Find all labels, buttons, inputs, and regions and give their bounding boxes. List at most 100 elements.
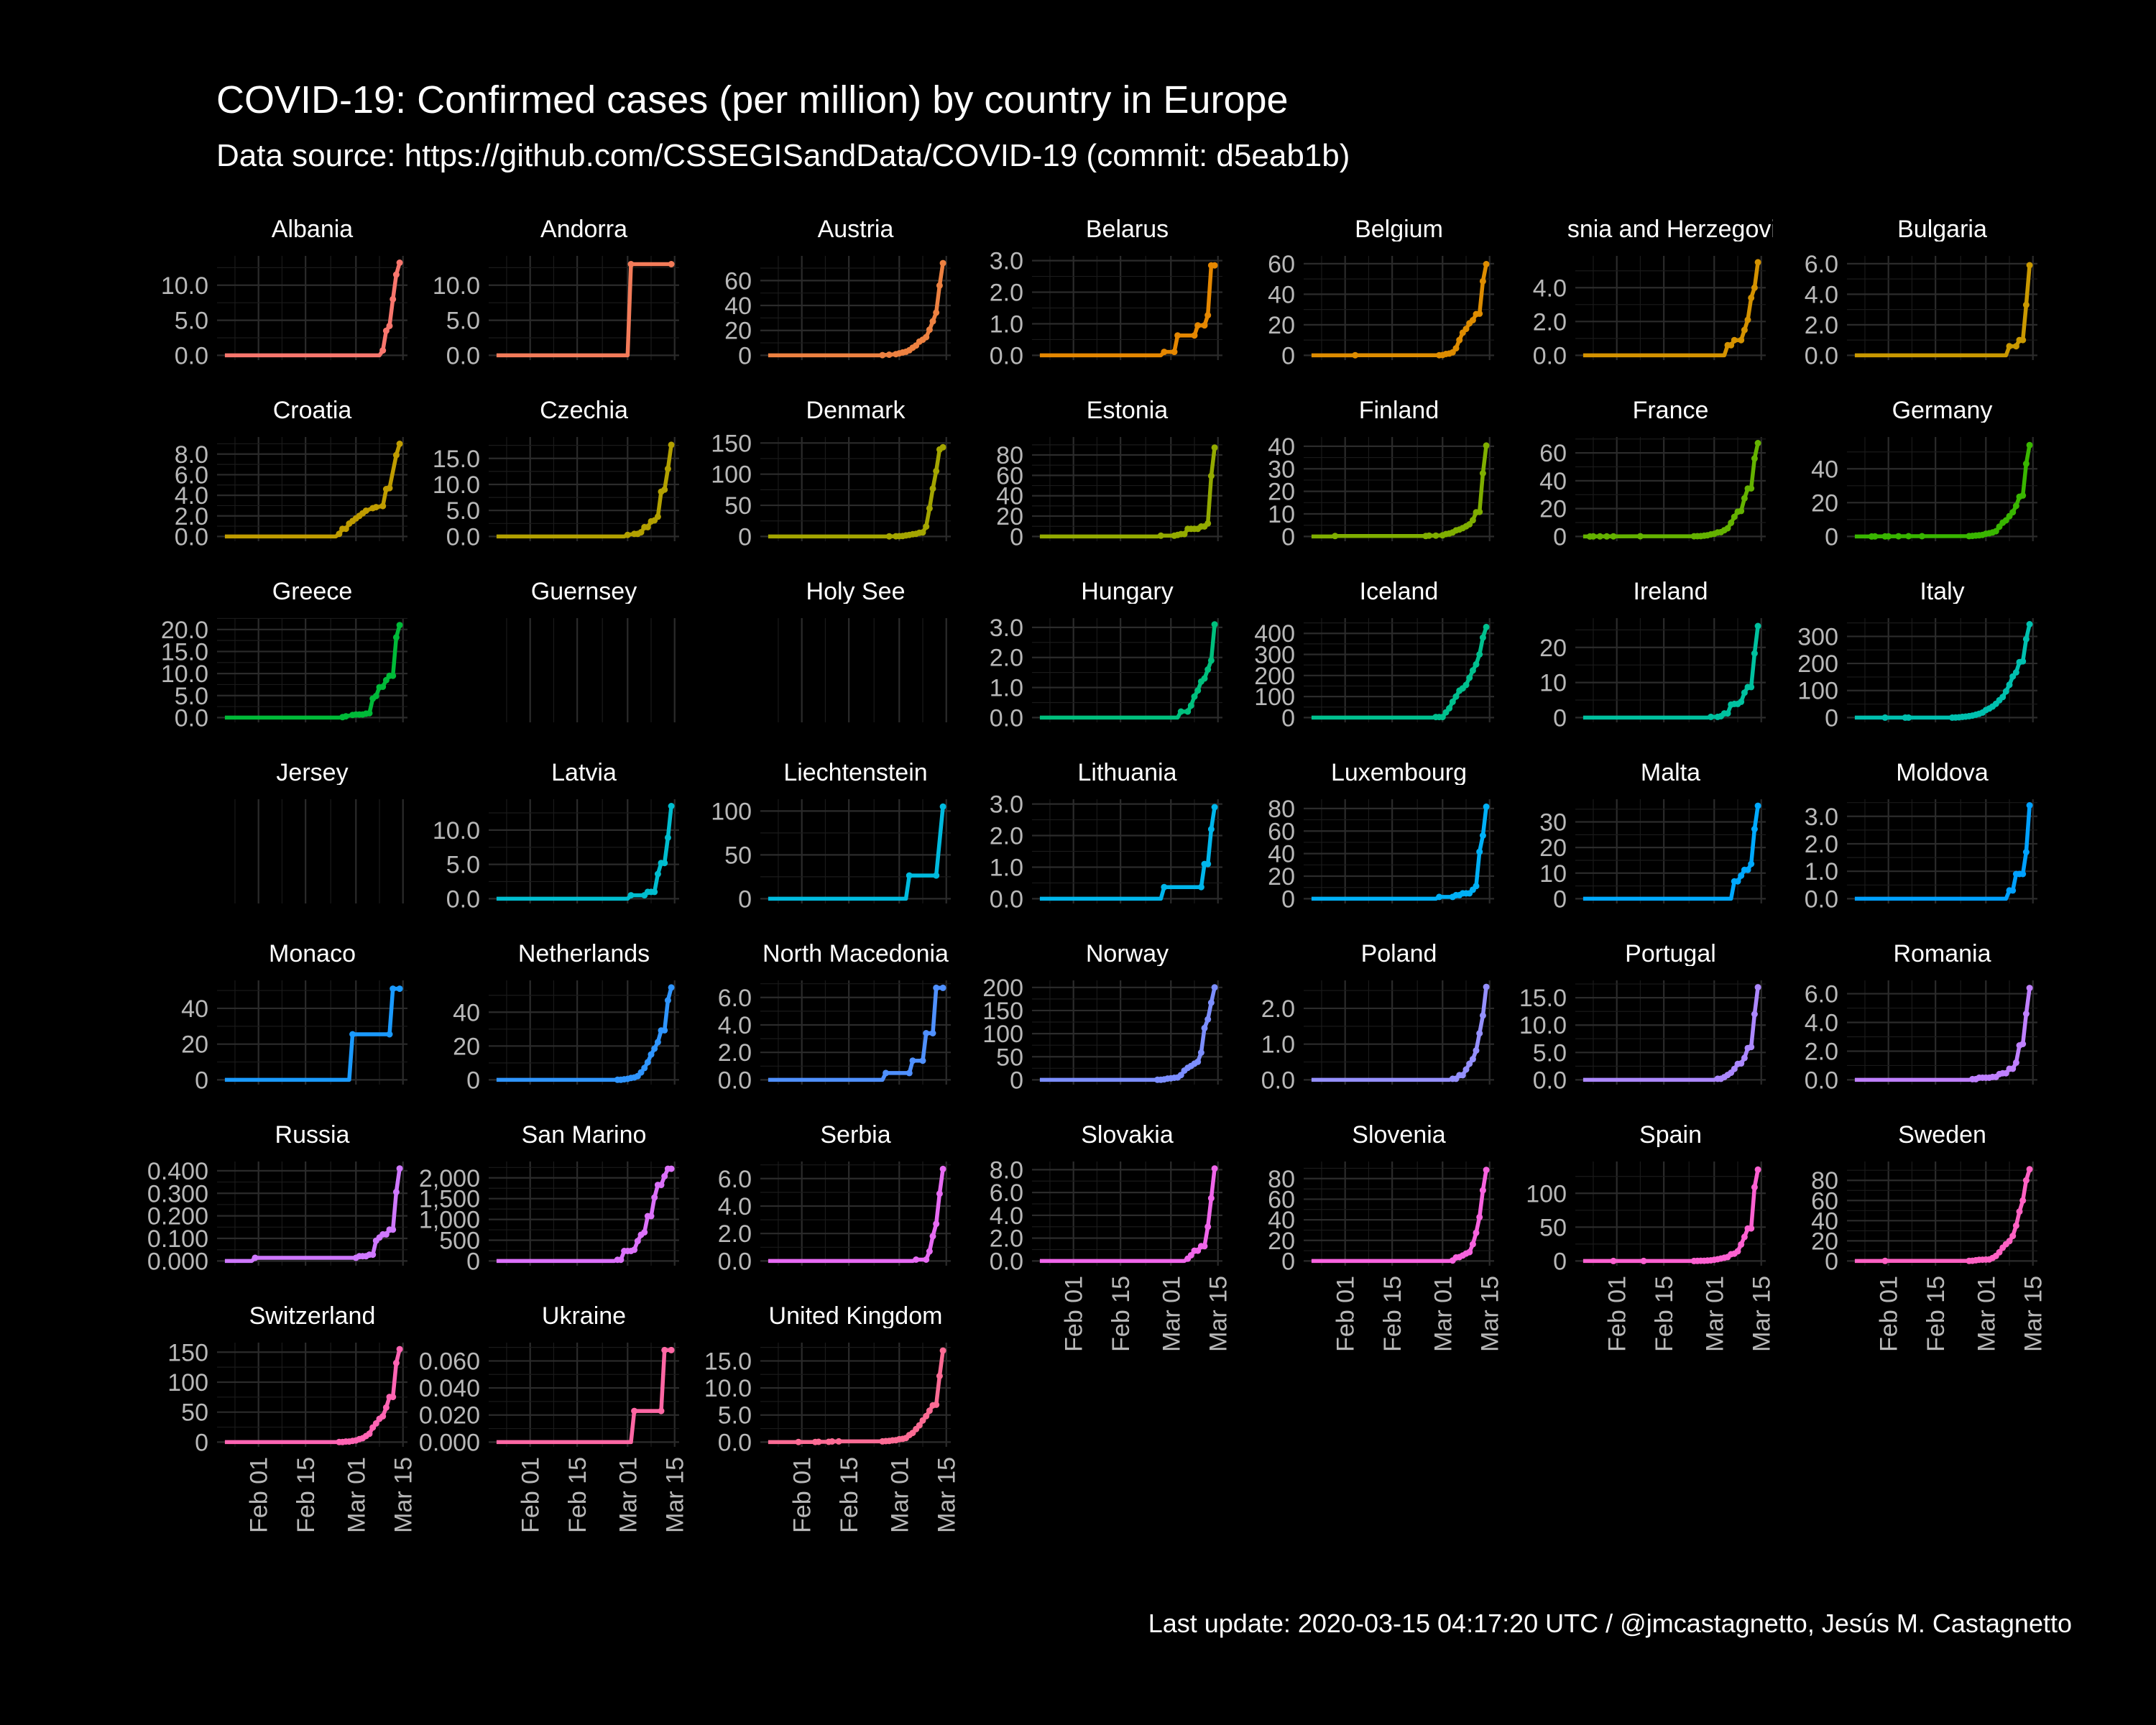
facet-strip-label: Denmark [806,397,906,424]
y-tick-label: 0.0 [990,1248,1023,1275]
y-tick-label: 4.0 [1805,1010,1838,1037]
data-point [933,1220,940,1228]
facet-strip-label: Croatia [273,397,352,424]
x-tick-label: Mar 15 [662,1457,689,1533]
data-point [2002,688,2009,695]
data-point [2009,509,2017,516]
data-point [379,684,387,690]
facet-strip-label: Iceland [1360,578,1439,605]
data-point [386,1031,393,1038]
data-point [2022,1011,2030,1017]
data-point [1754,1166,1761,1173]
data-point [392,634,400,641]
data-point [2002,1070,2009,1077]
y-tick-label: 2.0 [1261,995,1295,1023]
x-tick-label: Mar 01 [1429,1276,1457,1352]
series-line [1583,805,1760,901]
facet-strip-label: Belgium [1355,216,1443,243]
data-point [1469,1241,1476,1248]
data-point [1905,533,1912,540]
y-tick-label: 20 [1539,496,1567,523]
data-point [2012,343,2019,350]
y-tick-label: 20 [1268,863,1295,891]
data-point [926,505,933,512]
data-point [1194,1247,1202,1254]
y-tick-label: 15.0 [1519,985,1567,1012]
x-tick-label: Mar 15 [1477,1276,1504,1352]
data-point [1751,284,1758,291]
facet-united-kingdom: United Kingdom 0.05.010.015.0 Feb 01 Feb 15… [704,1302,961,1533]
facet-strip-label: Poland [1361,940,1437,967]
data-point [369,1251,377,1259]
data-point [909,1057,916,1064]
data-point [651,1045,658,1052]
data-point [1738,507,1745,515]
data-point [658,1407,665,1414]
facet-guernsey: Guernsey [506,578,676,722]
data-point [933,1401,940,1408]
data-point [661,1346,668,1353]
y-tick-label: 50 [996,1044,1023,1071]
y-tick-label: 0 [1281,886,1295,913]
data-point [2022,1177,2030,1184]
data-point [349,1031,356,1038]
data-point [651,888,658,896]
facet-strip-label: Belarus [1086,216,1169,243]
data-point [1439,714,1446,721]
y-tick-label: 20.0 [161,617,208,644]
data-point [835,1438,842,1445]
facet-strip-label: Bulgaria [1897,216,1987,243]
data-point [1177,1072,1184,1079]
data-point [2009,887,2017,894]
data-point [885,351,893,358]
y-tick-label: 60 [1268,1186,1295,1213]
data-point [342,525,349,533]
data-point [641,1229,648,1236]
data-point [631,1246,638,1254]
y-tick-label: 50 [724,492,752,520]
x-tick-label: Feb 15 [836,1457,863,1533]
y-tick-label: 100 [711,461,752,489]
data-point [929,1233,936,1240]
data-point [923,1256,930,1263]
facet-lithuania: Lithuania 0.0 1.0 2.0 3.0 [990,759,1222,913]
chart-title: COVID-19: Confirmed cases (per million) … [216,78,1289,121]
facet-strip-label: Switzerland [249,1302,376,1330]
facet-strip-label: Finland [1359,397,1439,424]
data-point [1462,1066,1470,1073]
data-point [396,985,403,993]
data-point [1754,984,1761,991]
data-point [906,872,913,879]
facet-strip-label: Ireland [1634,578,1708,605]
y-tick-label: 0.0 [446,342,480,369]
data-point [1754,802,1761,809]
y-tick-label: 0.0 [990,342,1023,369]
y-tick-label: 2.0 [718,1220,752,1248]
facet-czechia: Czechia 0.05.010.015.0 [433,397,679,551]
data-point [2019,1197,2027,1204]
data-point [2026,1166,2033,1173]
y-tick-label: 40 [181,995,208,1023]
data-point [1483,1167,1490,1174]
data-point [2026,262,2033,269]
y-tick-label: 100 [982,1021,1023,1048]
data-point [1161,883,1168,891]
y-tick-label: 0.0 [1533,342,1567,369]
data-point [1636,533,1644,540]
data-point [644,523,651,530]
data-point [2019,870,2027,878]
y-tick-label: 3.0 [990,791,1023,819]
y-tick-label: 0.0 [1261,1067,1295,1094]
data-point [1469,317,1476,323]
data-point [936,1190,943,1197]
y-tick-label: 5.0 [175,683,208,710]
y-tick-label: 4.0 [1805,281,1838,308]
series-line [224,443,402,539]
data-point [1741,689,1748,696]
facet-strip-label: Italy [1920,578,1964,605]
data-point [1456,336,1463,344]
data-point [1473,1047,1480,1054]
